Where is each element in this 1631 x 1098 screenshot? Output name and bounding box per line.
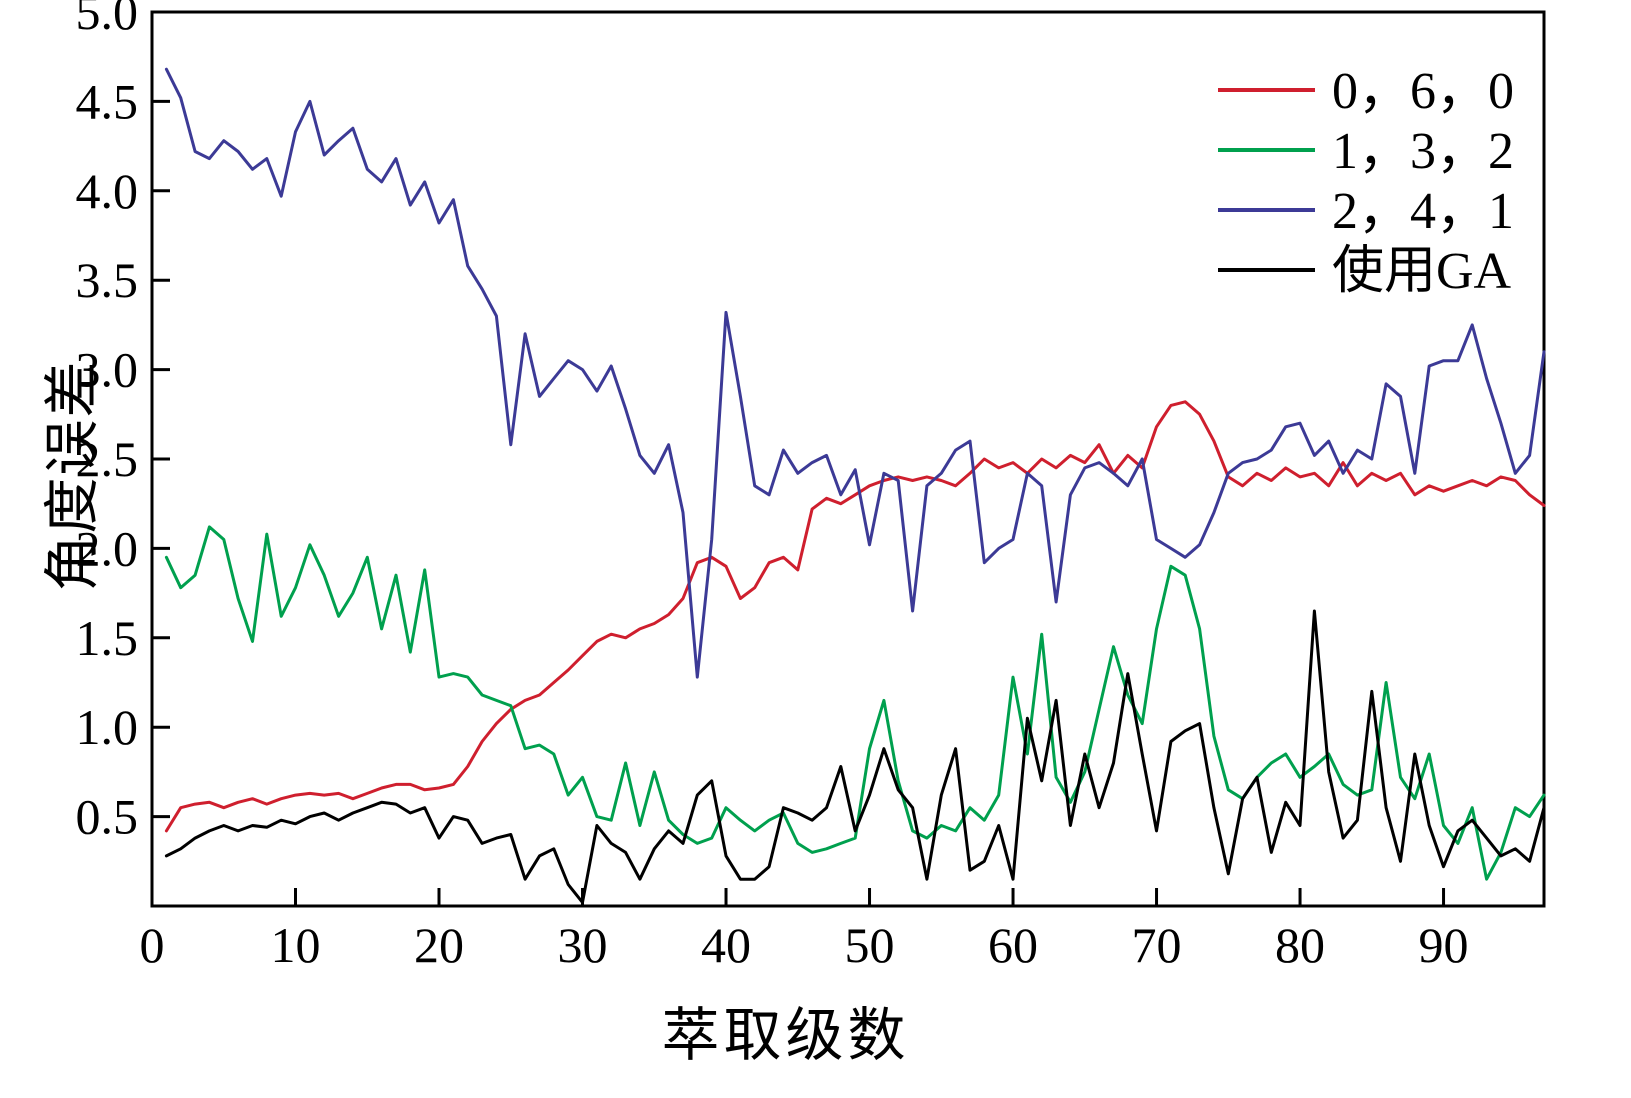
y-tick-label: 3.5 xyxy=(76,252,139,308)
y-tick-label: 1.0 xyxy=(76,699,139,755)
y-tick-label: 1.5 xyxy=(76,610,139,666)
y-tick-label: 2.5 xyxy=(76,431,139,487)
x-tick-label: 70 xyxy=(1132,917,1182,973)
series-line-1 xyxy=(164,525,1546,881)
x-tick-label: 0 xyxy=(140,917,165,973)
x-tick-label: 10 xyxy=(271,917,321,973)
y-tick-label: 0.5 xyxy=(76,789,139,845)
legend-label-0: 0，6，0 xyxy=(1332,63,1514,120)
y-tick-label: 4.0 xyxy=(76,163,139,219)
x-tick-label: 30 xyxy=(558,917,608,973)
y-tick-label: 3.0 xyxy=(76,342,139,398)
x-tick-label: 50 xyxy=(845,917,895,973)
y-tick-label: 4.5 xyxy=(76,73,139,129)
y-axis-title: 角度误差 xyxy=(42,359,105,592)
x-tick-label: 60 xyxy=(988,917,1038,973)
series-line-0 xyxy=(164,400,1546,833)
legend-label-3: 使用GA xyxy=(1332,243,1512,300)
x-tick-label: 90 xyxy=(1419,917,1469,973)
series-line-2 xyxy=(164,67,1546,679)
x-tick-label: 20 xyxy=(414,917,464,973)
series-line-3 xyxy=(164,609,1546,904)
x-tick-label: 80 xyxy=(1275,917,1325,973)
legend-label-1: 1，3，2 xyxy=(1332,123,1514,180)
x-tick-label: 40 xyxy=(701,917,751,973)
y-tick-label: 2.0 xyxy=(76,520,139,576)
y-tick-label: 5.0 xyxy=(76,0,139,40)
x-axis-title: 萃取级数 xyxy=(661,1003,910,1068)
legend-label-2: 2，4，1 xyxy=(1332,183,1514,240)
